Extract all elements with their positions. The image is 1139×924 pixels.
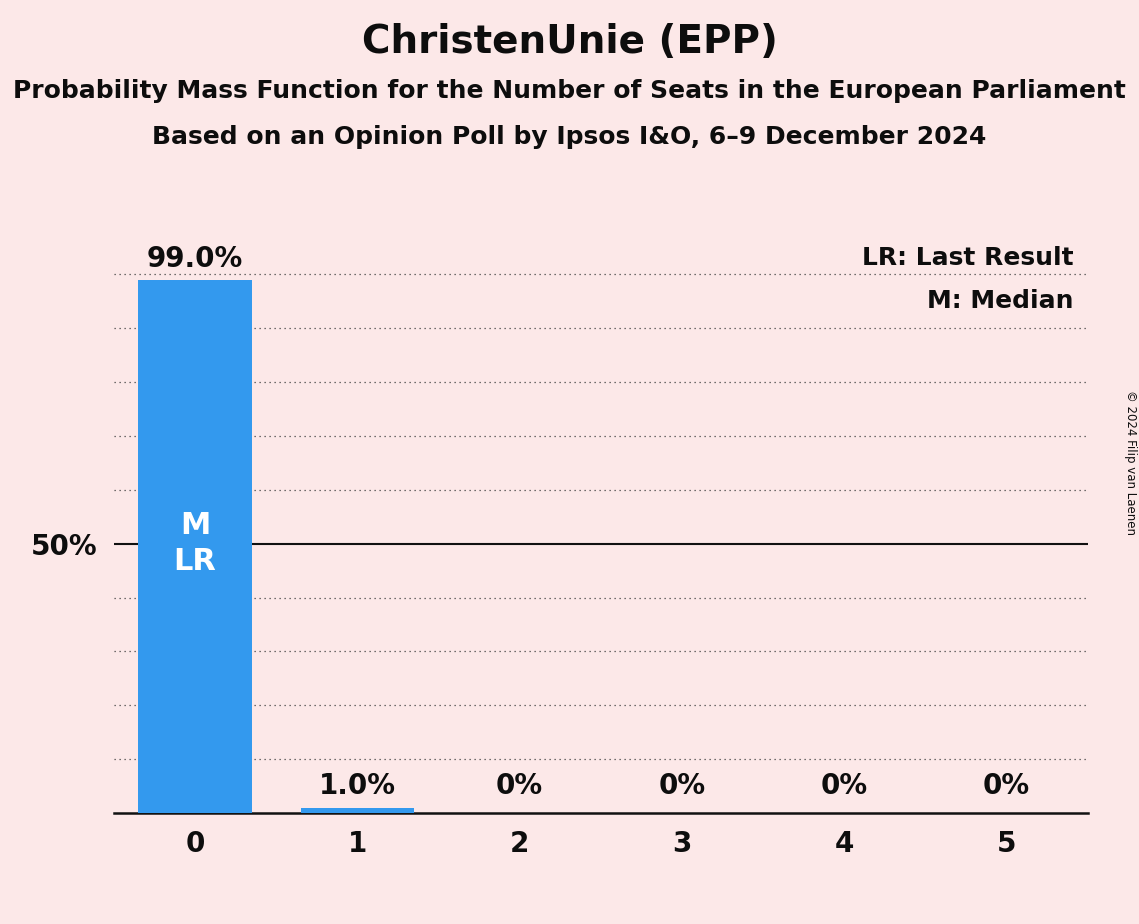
Text: M: Median: M: Median — [927, 289, 1073, 313]
Text: 0%: 0% — [821, 772, 868, 799]
Text: LR: Last Result: LR: Last Result — [861, 246, 1073, 270]
Text: 0%: 0% — [658, 772, 705, 799]
Text: 0%: 0% — [983, 772, 1030, 799]
Text: © 2024 Filip van Laenen: © 2024 Filip van Laenen — [1124, 390, 1137, 534]
Text: 1.0%: 1.0% — [319, 772, 396, 799]
Text: M
LR: M LR — [173, 511, 216, 576]
Text: Based on an Opinion Poll by Ipsos I&O, 6–9 December 2024: Based on an Opinion Poll by Ipsos I&O, 6… — [153, 125, 986, 149]
Bar — [301, 808, 415, 813]
Text: 0%: 0% — [497, 772, 543, 799]
Text: 99.0%: 99.0% — [147, 245, 244, 274]
Text: Probability Mass Function for the Number of Seats in the European Parliament: Probability Mass Function for the Number… — [13, 79, 1126, 103]
Bar — [138, 280, 252, 813]
Text: ChristenUnie (EPP): ChristenUnie (EPP) — [361, 23, 778, 61]
